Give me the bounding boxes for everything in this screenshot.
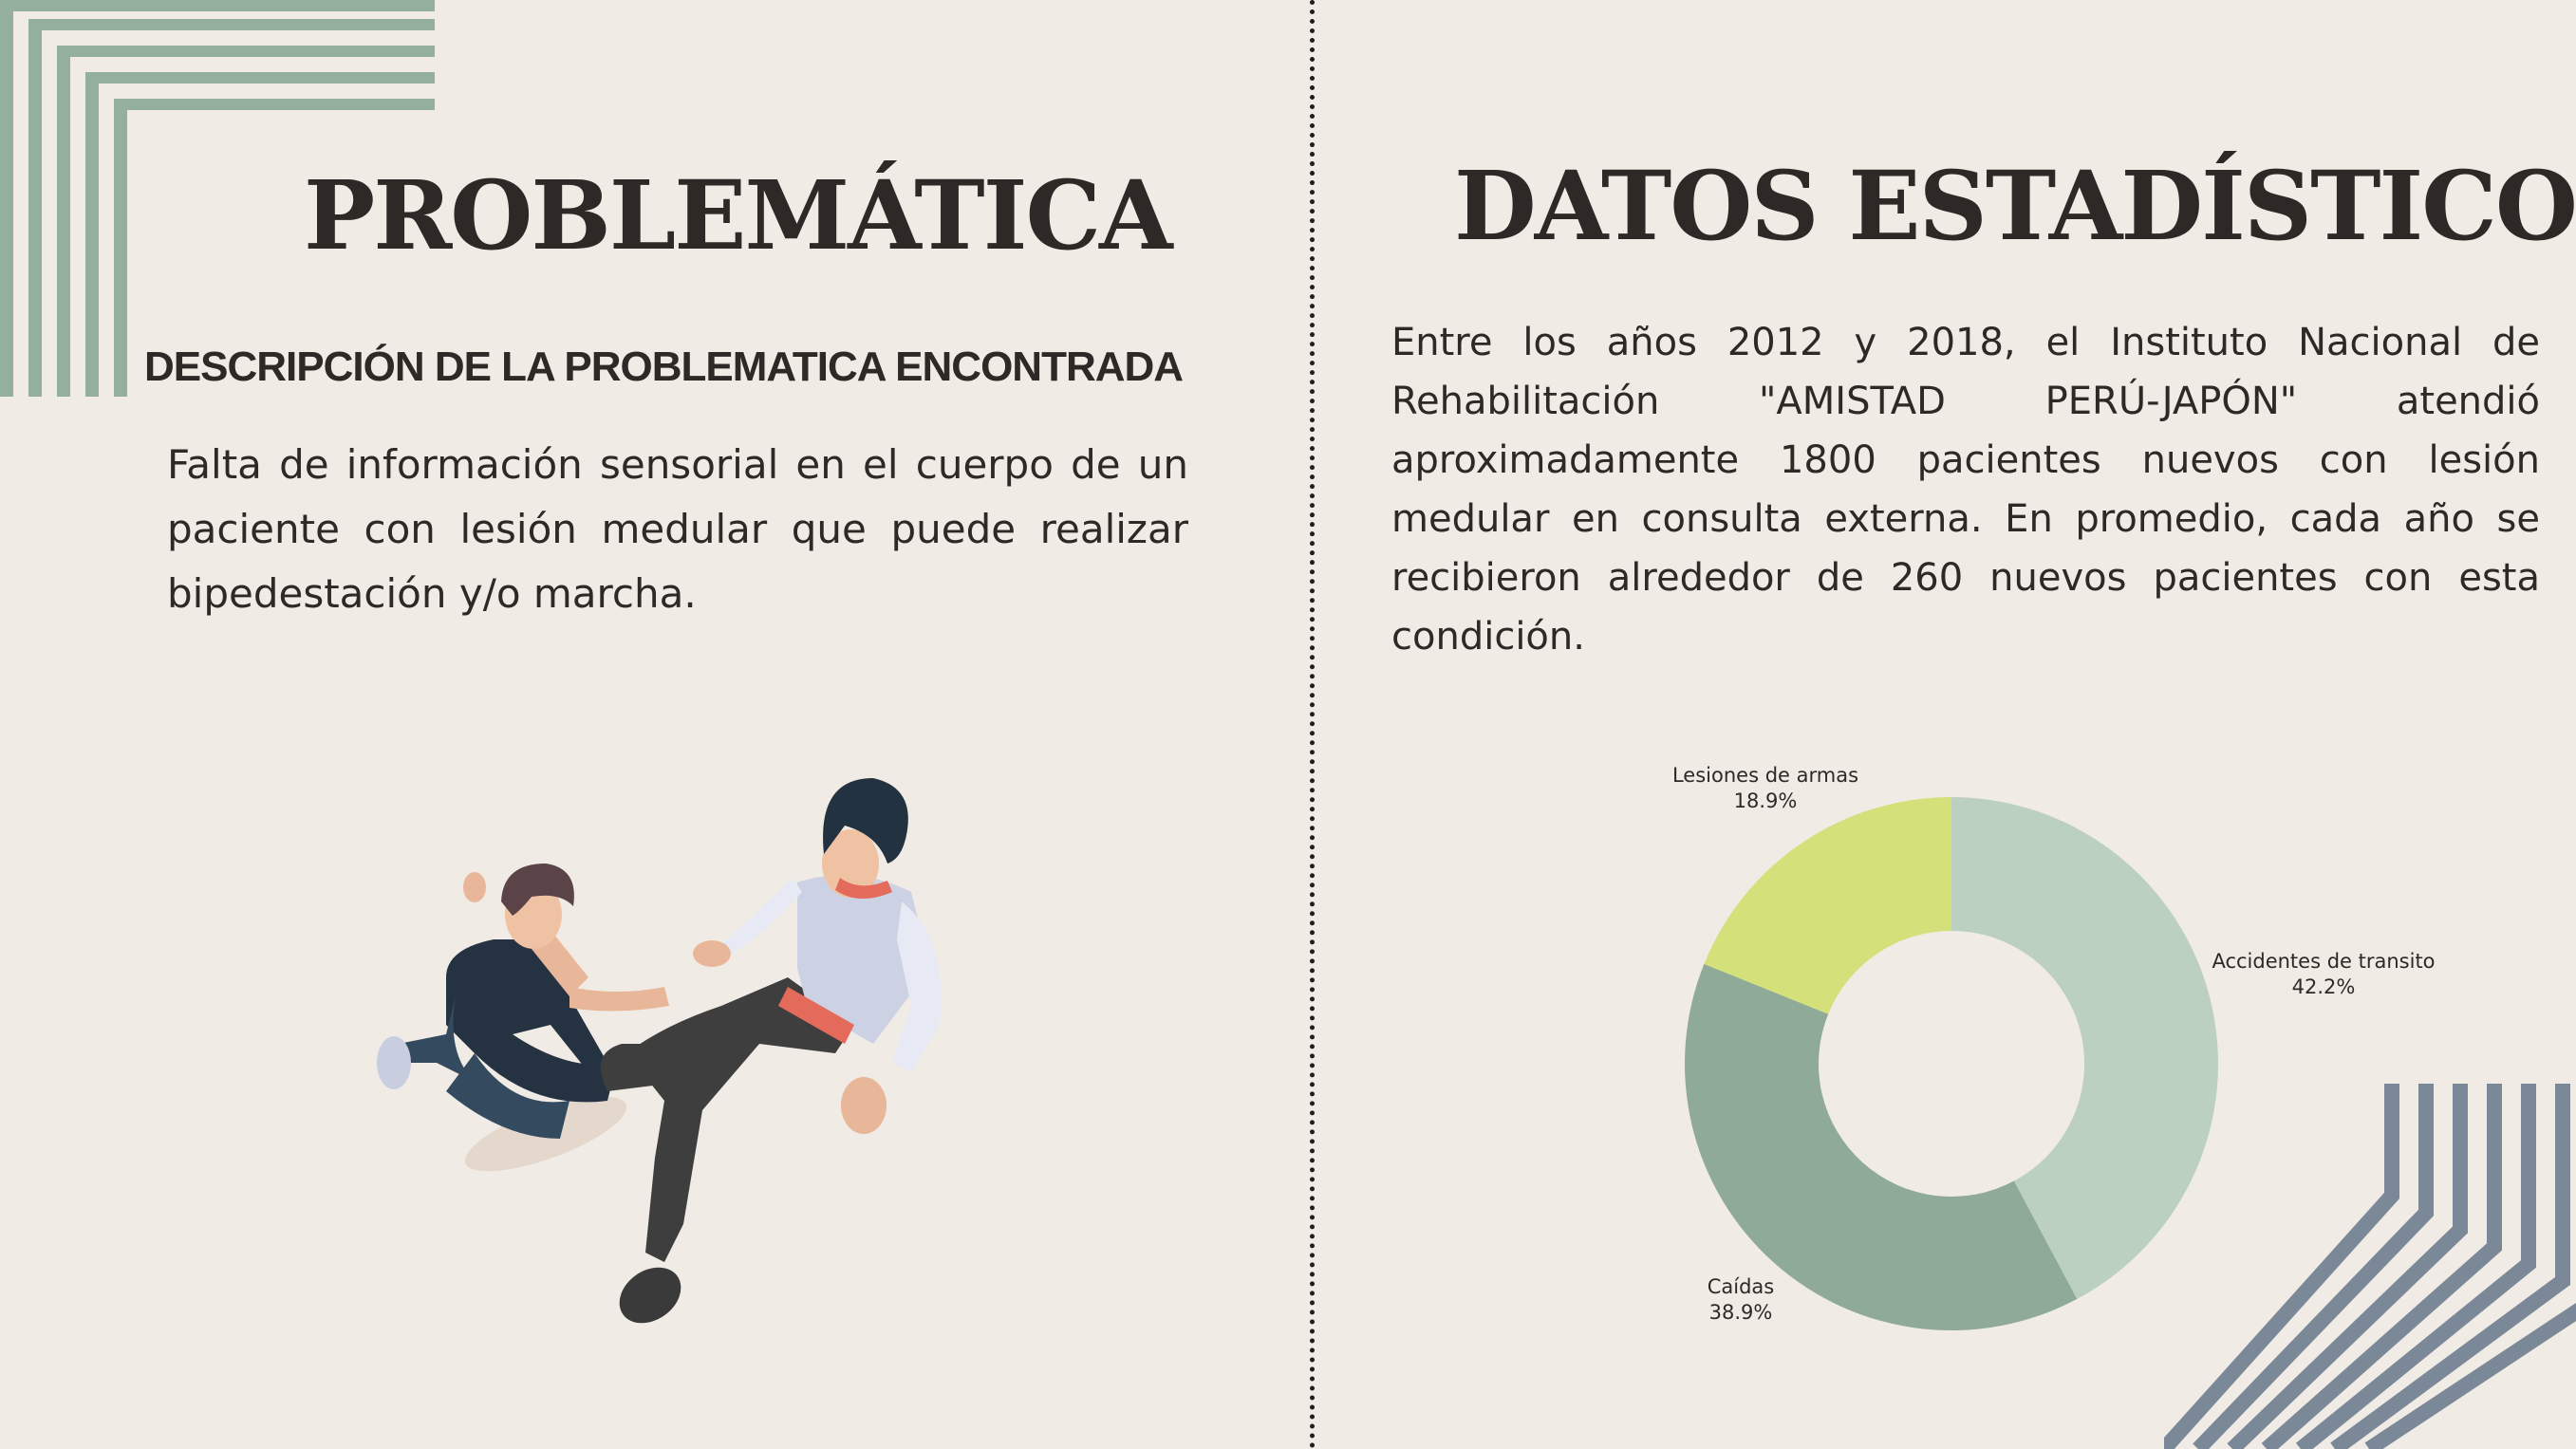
problem-description: Falta de información sensorial en el cue… [167,441,1188,617]
chart-label-caidas: Caídas 38.9% [1674,1274,1807,1326]
page-title-left: PROBLEMÁTICA [304,159,1173,271]
page-title-right: DATOS ESTADÍSTICOS [1454,150,2576,262]
chart-label-value: 18.9% [1733,790,1798,812]
corner-stripes-bottom-right [2164,1084,2576,1449]
chart-label-name: Lesiones de armas [1671,764,1859,787]
donut-slice-ca-das [1685,963,2078,1330]
chart-label-value: 42.2% [2291,975,2356,998]
chart-label-lesiones-de-armas: Lesiones de armas 18.9% [1661,763,1870,814]
column-divider [1310,0,1315,1449]
donut-slice-accidentes-de-transito [1951,797,2218,1299]
therapist-patient-illustration [377,778,942,1324]
chart-label-accidentes-de-transito: Accidentes de transito 42.2% [2200,949,2447,1000]
spinal-injury-causes-donut-chart [1685,797,2218,1330]
chart-label-name: Caídas [1707,1275,1775,1298]
chart-label-name: Accidentes de transito [2212,950,2436,973]
corner-stripes-top-left [0,0,435,397]
statistics-paragraph: Entre los años 2012 y 2018, el Instituto… [1391,321,2540,659]
chart-label-value: 38.9% [1708,1301,1773,1324]
section-subtitle: DESCRIPCIÓN DE LA PROBLEMATICA ENCONTRAD… [144,344,1184,390]
donut-slice-lesiones-de-armas [1704,797,1951,1014]
